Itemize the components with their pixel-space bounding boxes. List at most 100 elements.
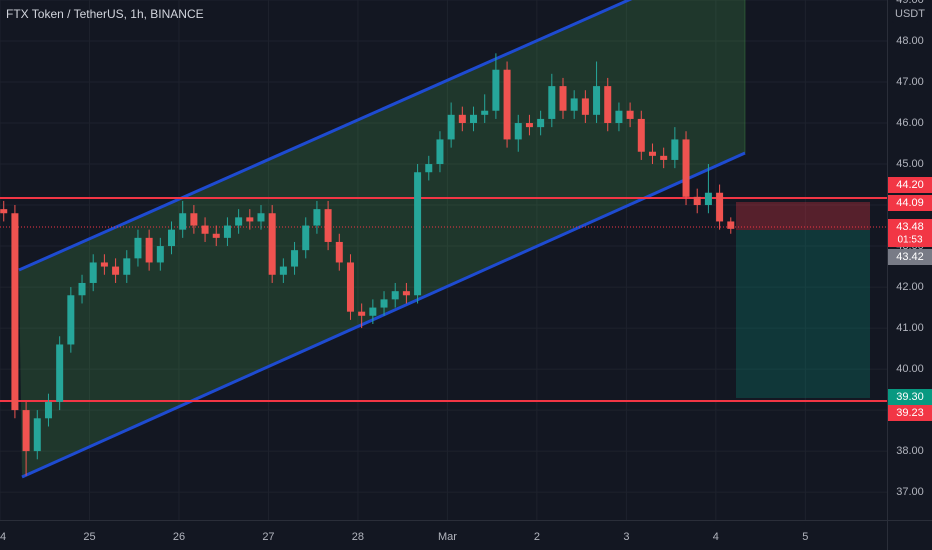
candle-body <box>648 151 656 156</box>
channel-lower <box>21 151 746 479</box>
candle-body <box>503 69 511 140</box>
candle-body <box>604 86 612 124</box>
candle-body <box>123 258 131 275</box>
y-tick-label: 42.00 <box>896 281 924 293</box>
price-label-box <box>888 405 932 421</box>
short-target-zone <box>736 230 870 398</box>
candle-body <box>201 225 209 234</box>
price-label-box <box>888 389 932 405</box>
candle-body <box>44 401 52 419</box>
y-tick-label: 49.00 <box>896 0 924 6</box>
candle-body <box>380 299 388 308</box>
x-tick-label: 26 <box>173 531 185 543</box>
price-label-box <box>888 177 932 193</box>
currency-box <box>892 3 928 23</box>
x-tick-label: Mar <box>438 531 457 543</box>
candle-body <box>570 98 578 111</box>
y-tick-label: 48.00 <box>896 35 924 47</box>
candle-body <box>257 213 265 222</box>
candle-body <box>716 192 724 222</box>
candle-body <box>481 110 489 115</box>
candle-body <box>436 139 444 165</box>
candle-body <box>358 311 366 316</box>
drawings <box>0 0 887 479</box>
candle-body <box>704 192 712 206</box>
candle-body <box>11 213 19 411</box>
x-tick-label: 5 <box>802 531 808 543</box>
candle-body <box>626 110 634 119</box>
price-label: 44.20 <box>896 179 924 191</box>
channel-upper <box>18 0 633 272</box>
short-stop-zone <box>736 202 870 230</box>
candle-body <box>447 114 455 140</box>
candle-body <box>537 118 545 128</box>
price-label: 43.48 <box>896 221 924 233</box>
y-tick-label: 45.00 <box>896 158 924 170</box>
price-label: 43.42 <box>896 251 924 263</box>
candle-body <box>190 213 198 226</box>
candle-body <box>0 209 8 214</box>
candle-body <box>156 246 164 263</box>
x-tick-label: 28 <box>352 531 364 543</box>
candle-body <box>324 209 332 242</box>
candle-body <box>525 123 533 128</box>
candle-body <box>33 418 41 452</box>
y-tick-label: 37.00 <box>896 486 924 498</box>
price-label-box <box>888 195 932 211</box>
y-tick-label: 47.00 <box>896 76 924 88</box>
price-label-box <box>888 219 932 247</box>
candle-body <box>402 291 410 296</box>
candle-body <box>56 344 64 402</box>
y-tick-label: 41.00 <box>896 322 924 334</box>
candle-body <box>168 229 176 247</box>
candles <box>0 53 735 476</box>
candle-body <box>67 295 75 345</box>
candle-body <box>470 114 478 124</box>
candle-body <box>112 266 120 275</box>
candle-body <box>346 262 354 312</box>
currency: USDT <box>895 8 925 20</box>
x-tick-label: 4 <box>713 531 719 543</box>
candle-body <box>279 266 287 275</box>
y-tick-label: 40.00 <box>896 363 924 375</box>
price-label: 39.23 <box>896 407 924 419</box>
candle-body <box>223 225 231 238</box>
countdown: 01:53 <box>897 235 922 246</box>
candle-body <box>100 262 108 267</box>
y-tick-label: 46.00 <box>896 117 924 129</box>
candle-body <box>514 123 522 140</box>
y-tick-label: 38.00 <box>896 445 924 457</box>
candle-body <box>671 139 679 160</box>
candle-body <box>391 291 399 300</box>
candle-body <box>727 221 735 229</box>
channel-fill <box>19 0 745 477</box>
candle-body <box>22 410 30 452</box>
candle-body <box>615 110 623 124</box>
candle-body <box>369 307 377 316</box>
candle-body <box>78 282 86 296</box>
price-label-box <box>888 249 932 265</box>
candle-body <box>268 213 276 275</box>
candle-body <box>492 69 500 111</box>
x-tick-label: 24 <box>0 531 6 543</box>
candle-body <box>637 118 645 152</box>
price-label: 39.30 <box>896 391 924 403</box>
candle-body <box>548 86 556 119</box>
candle-body <box>425 164 433 173</box>
candle-body <box>660 155 668 160</box>
candle-body <box>179 213 187 230</box>
candle-body <box>246 217 254 222</box>
x-tick-label: 2 <box>534 531 540 543</box>
x-tick-label: 3 <box>623 531 629 543</box>
candle-body <box>335 241 343 263</box>
candle-body <box>145 237 153 263</box>
candle-body <box>212 233 220 238</box>
candle-body <box>581 98 589 115</box>
candle-body <box>414 172 422 296</box>
candle-body <box>302 225 310 251</box>
candle-body <box>235 217 243 226</box>
x-tick-label: 25 <box>83 531 95 543</box>
